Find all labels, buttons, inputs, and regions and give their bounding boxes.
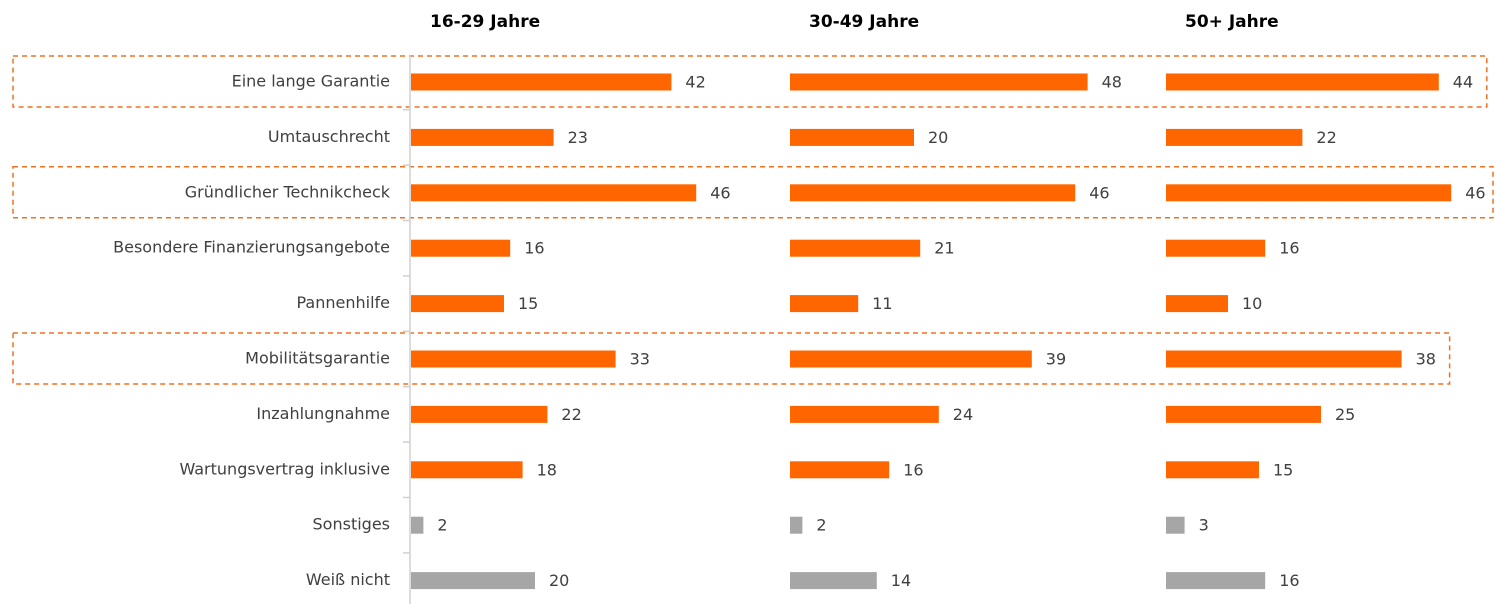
value-label: 16 <box>1279 571 1299 590</box>
panel-header: 50+ Jahre <box>1185 12 1279 32</box>
value-label: 16 <box>903 460 923 479</box>
category-label: Umtauschrecht <box>268 127 390 146</box>
category-label: Besondere Finanzierungsangebote <box>113 238 390 257</box>
highlight-box <box>12 332 1451 385</box>
value-label: 46 <box>1089 183 1109 202</box>
panel-header: 16-29 Jahre <box>430 12 540 32</box>
bar <box>411 73 672 91</box>
value-label: 3 <box>1199 516 1209 535</box>
bar <box>1166 461 1259 479</box>
value-label: 2 <box>437 516 447 535</box>
value-label: 15 <box>1273 460 1293 479</box>
value-label: 24 <box>953 405 973 424</box>
value-label: 38 <box>1416 350 1436 369</box>
value-label: 16 <box>524 239 544 258</box>
bar <box>1166 516 1185 534</box>
value-label: 42 <box>685 73 705 92</box>
category-label: Pannenhilfe <box>296 293 390 312</box>
category-label: Gründlicher Technikcheck <box>185 182 391 201</box>
category-label: Mobilitätsgarantie <box>245 349 390 368</box>
bar <box>411 128 554 146</box>
highlight-box <box>12 166 1494 219</box>
bar <box>1166 128 1303 146</box>
value-label: 44 <box>1453 73 1473 92</box>
bar <box>790 295 859 313</box>
value-label: 16 <box>1279 239 1299 258</box>
bar <box>1166 295 1228 313</box>
bar <box>1166 73 1439 91</box>
bar <box>1166 239 1266 257</box>
value-label: 46 <box>1465 183 1485 202</box>
value-label: 11 <box>872 294 892 313</box>
bar <box>1166 184 1452 202</box>
value-label: 20 <box>549 571 569 590</box>
value-label: 46 <box>710 183 730 202</box>
bar <box>411 295 504 313</box>
panel-header: 30-49 Jahre <box>809 12 919 32</box>
bar <box>790 350 1032 368</box>
bar <box>790 73 1088 91</box>
category-label: Wartungsvertrag inklusive <box>179 459 390 478</box>
value-label: 33 <box>630 350 650 369</box>
bar <box>411 239 511 257</box>
value-label: 22 <box>1316 128 1336 147</box>
bar <box>790 405 939 423</box>
value-label: 39 <box>1046 350 1066 369</box>
value-label: 22 <box>561 405 581 424</box>
bar <box>1166 405 1321 423</box>
value-label: 2 <box>816 516 826 535</box>
value-label: 10 <box>1242 294 1262 313</box>
bar <box>790 239 921 257</box>
bar <box>790 572 877 590</box>
bar <box>790 516 803 534</box>
category-label: Sonstiges <box>313 515 390 534</box>
category-label: Weiß nicht <box>306 570 390 589</box>
bar <box>790 461 890 479</box>
value-label: 15 <box>518 294 538 313</box>
value-label: 18 <box>537 460 557 479</box>
bar <box>1166 572 1266 590</box>
bar <box>790 128 914 146</box>
bar <box>1166 350 1402 368</box>
value-label: 25 <box>1335 405 1355 424</box>
category-label: Eine lange Garantie <box>232 72 390 91</box>
bar <box>411 572 535 590</box>
bar <box>411 461 523 479</box>
bar <box>411 405 548 423</box>
highlight-box <box>12 55 1488 108</box>
bar <box>790 184 1076 202</box>
bar <box>411 516 424 534</box>
value-label: 20 <box>928 128 948 147</box>
bar <box>411 184 697 202</box>
value-label: 23 <box>568 128 588 147</box>
bar <box>411 350 616 368</box>
value-label: 14 <box>891 571 911 590</box>
value-label: 21 <box>934 239 954 258</box>
value-label: 48 <box>1102 73 1122 92</box>
category-label: Inzahlungnahme <box>256 404 390 423</box>
